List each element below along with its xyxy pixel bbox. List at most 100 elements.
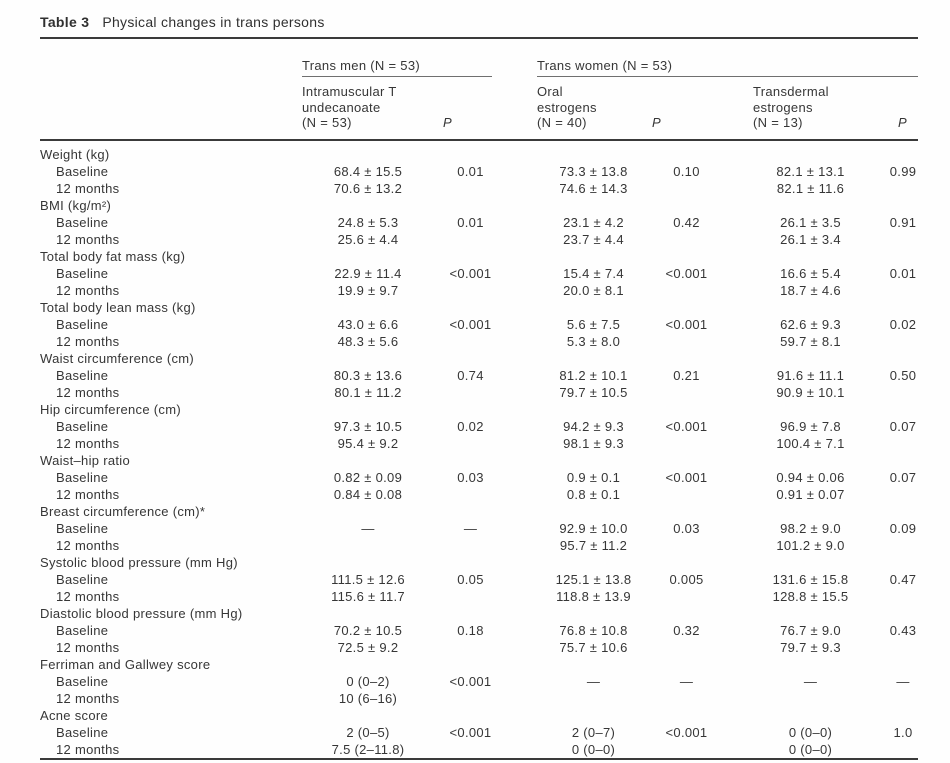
table-row: 12 months 80.1 ± 11.2 79.7 ± 10.5 90.9 ± 10… (40, 384, 918, 401)
measurement-cell: 81.2 ± 10.1 (559, 367, 628, 383)
section-label: Waist–hip ratio (40, 452, 130, 468)
measurement-cell: 75.7 ± 10.6 (559, 639, 628, 655)
table-number: Table 3 (40, 14, 90, 30)
table-row: 12 months 0.84 ± 0.08 0.8 ± 0.1 0.91 ± 0.07 (40, 486, 918, 503)
group-label-trans-men: Trans men (N = 53) (302, 58, 420, 73)
measurement-cell: 43.0 ± 6.6 (337, 316, 399, 332)
section-label: Total body fat mass (kg) (40, 248, 186, 264)
measurement-cell: 22.9 ± 11.4 (334, 265, 402, 281)
measurement-cell: 96.9 ± 7.8 (780, 418, 841, 434)
p-value-cell (880, 741, 918, 759)
physical-changes-table: Trans men (N = 53) Trans women (N = 53) … (40, 37, 919, 760)
row-label: Baseline (56, 571, 109, 587)
measurement-cell: 97.3 ± 10.5 (333, 418, 403, 434)
section-label: Weight (kg) (40, 146, 110, 162)
measurement-cell: 10 (6–16) (338, 690, 398, 706)
measurement-cell: 98.1 ± 9.3 (563, 435, 624, 451)
p-value-cell (880, 384, 918, 401)
section-label: Hip circumference (cm) (40, 401, 181, 417)
p-value-cell (650, 690, 753, 707)
row-label: 12 months (56, 435, 120, 451)
measurement-cell: 80.3 ± 13.6 (333, 367, 403, 383)
p-value-cell (434, 690, 537, 707)
section-label: Total body lean mass (kg) (40, 299, 196, 315)
section-row: Weight (kg) (40, 140, 918, 163)
column-header-transdermal-estrogens: Transdermal estrogens (N = 13) (753, 77, 880, 141)
measurement-cell: 59.7 ± 8.1 (780, 333, 841, 349)
measurement-cell: 0 (0–0) (571, 741, 616, 757)
measurement-cell: 101.2 ± 9.0 (776, 537, 845, 553)
measurement-cell: 73.3 ± 13.8 (559, 163, 628, 179)
measurement-cell: 76.7 ± 9.0 (780, 622, 841, 638)
row-label: 12 months (56, 333, 120, 349)
table-row: 12 months 115.6 ± 11.7 118.8 ± 13.9 128.8 ±… (40, 588, 918, 605)
table-body: Weight (kg) Baseline 68.4 ± 15.5 0.01 73.3 ±… (40, 140, 918, 759)
p-value-cell (650, 333, 753, 350)
table-row: Baseline 0 (0–2) <0.001 — — — — (40, 673, 918, 690)
table-row: 12 months 25.6 ± 4.4 23.7 ± 4.4 26.1 ± 3.4 (40, 231, 918, 248)
table-title: Table 3 Physical changes in trans persons (40, 14, 950, 30)
p-value-cell: 0.03 (673, 520, 700, 536)
measurement-cell: — (586, 673, 601, 689)
p-value-cell: 0.03 (457, 469, 484, 485)
measurement-cell: 0.9 ± 0.1 (566, 469, 621, 485)
p-value-cell: <0.001 (449, 265, 492, 281)
column-header-p1: P (434, 77, 537, 141)
p-value-cell (880, 537, 918, 554)
measurement-cell: 70.6 ± 13.2 (333, 180, 403, 196)
p-value-cell: 0.005 (669, 571, 704, 587)
measurement-cell: 0 (0–0) (788, 724, 833, 740)
column-header-intramuscular-t: Intramuscular T undecanoate (N = 53) (302, 77, 434, 141)
group-header-trans-men: Trans men (N = 53) (302, 38, 537, 77)
p-value-cell (434, 282, 537, 299)
section-row: Acne score (40, 707, 918, 724)
p-value-cell (650, 537, 753, 554)
column-header-line: estrogens (753, 99, 813, 115)
row-label: Baseline (56, 622, 109, 638)
section-row: Total body fat mass (kg) (40, 248, 918, 265)
row-label: Baseline (56, 316, 109, 332)
p-value-cell (434, 486, 537, 503)
row-label: 12 months (56, 180, 120, 196)
column-header-line: Oral (537, 84, 563, 99)
table-row: Baseline 97.3 ± 10.5 0.02 94.2 ± 9.3 <0.001 9… (40, 418, 918, 435)
p-value-cell: <0.001 (665, 724, 708, 740)
p-value-cell: 0.32 (673, 622, 700, 638)
column-header-line: (N = 40) (537, 115, 587, 130)
measurement-cell: 100.4 ± 7.1 (776, 435, 845, 451)
row-label: Baseline (56, 265, 109, 281)
measurement-cell: 74.6 ± 14.3 (559, 180, 628, 196)
row-label: 12 months (56, 639, 120, 655)
measurement-cell: 20.0 ± 8.1 (563, 282, 624, 298)
p-value-cell (650, 639, 753, 656)
p-value-cell: <0.001 (449, 316, 492, 332)
measurement-cell: 15.4 ± 7.4 (563, 265, 624, 281)
p-value-cell: 0.01 (457, 214, 484, 230)
measurement-cell: 128.8 ± 15.5 (772, 588, 849, 604)
p-value-cell (650, 435, 753, 452)
p-value-cell: — (463, 520, 478, 536)
measurement-cell: 23.1 ± 4.2 (563, 214, 624, 230)
p-value-cell (650, 741, 753, 759)
measurement-cell: 0.82 ± 0.09 (333, 469, 403, 485)
row-label: 12 months (56, 588, 120, 604)
measurement-cell: 91.6 ± 11.1 (776, 367, 845, 383)
measurement-cell (753, 690, 880, 707)
p-value-cell (650, 231, 753, 248)
p-value-cell: 0.42 (673, 214, 700, 230)
row-label: Baseline (56, 469, 109, 485)
row-label: 12 months (56, 690, 120, 706)
p-value-cell (650, 384, 753, 401)
row-label: 12 months (56, 384, 120, 400)
row-label: 12 months (56, 282, 120, 298)
section-row: Waist–hip ratio (40, 452, 918, 469)
row-label: 12 months (56, 231, 120, 247)
measurement-cell (302, 537, 434, 554)
section-row: Total body lean mass (kg) (40, 299, 918, 316)
measurement-cell: 19.9 ± 9.7 (337, 282, 399, 298)
p-value-cell: 0.02 (889, 316, 917, 332)
column-header-line: Intramuscular T (302, 84, 397, 99)
p-value-cell: <0.001 (449, 724, 492, 740)
section-row: Hip circumference (cm) (40, 401, 918, 418)
empty-header-cell (40, 38, 302, 77)
